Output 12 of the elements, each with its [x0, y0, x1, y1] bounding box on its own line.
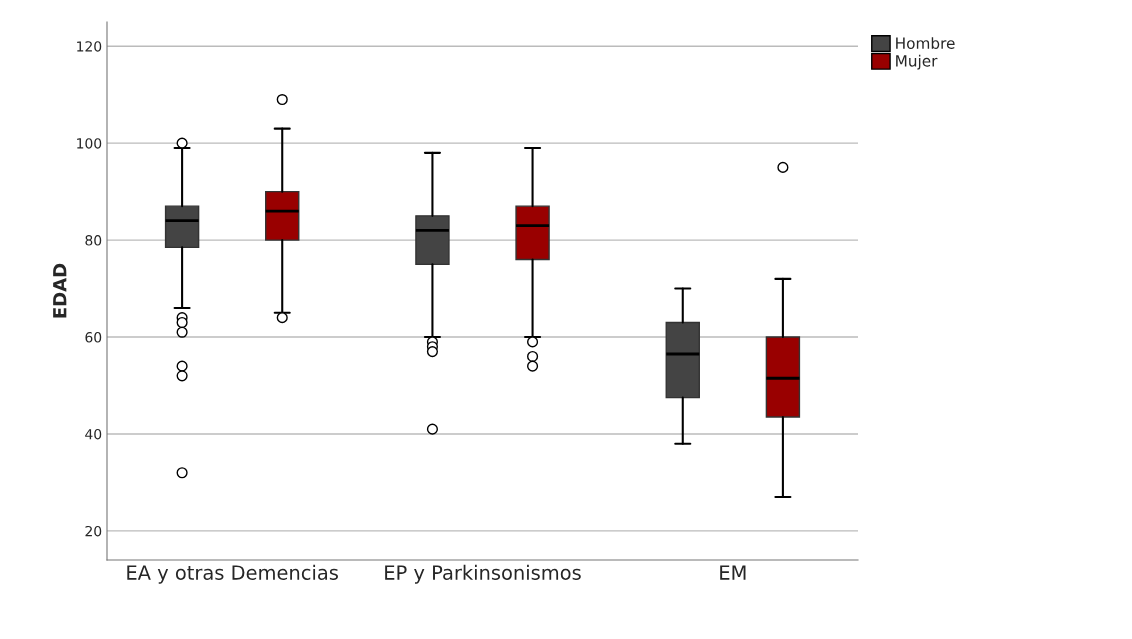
x-tick-label: EM: [720, 565, 746, 580]
y-tick-label: 40: [85, 428, 102, 440]
y-axis-title: EDAD: [53, 263, 67, 318]
x-tick-label: EP y Parkinsonismos: [385, 564, 581, 584]
x-tick-label: EA y otras Demencias: [127, 564, 338, 584]
legend-label: Mujer: [896, 54, 938, 70]
y-tick-label: 120: [77, 41, 102, 52]
y-tick-label: 60: [85, 332, 102, 343]
y-tick-label: 80: [85, 235, 102, 246]
y-tick-label: 100: [77, 138, 102, 149]
legend-label: Hombre: [896, 37, 955, 49]
y-tick-label: 20: [85, 525, 102, 537]
